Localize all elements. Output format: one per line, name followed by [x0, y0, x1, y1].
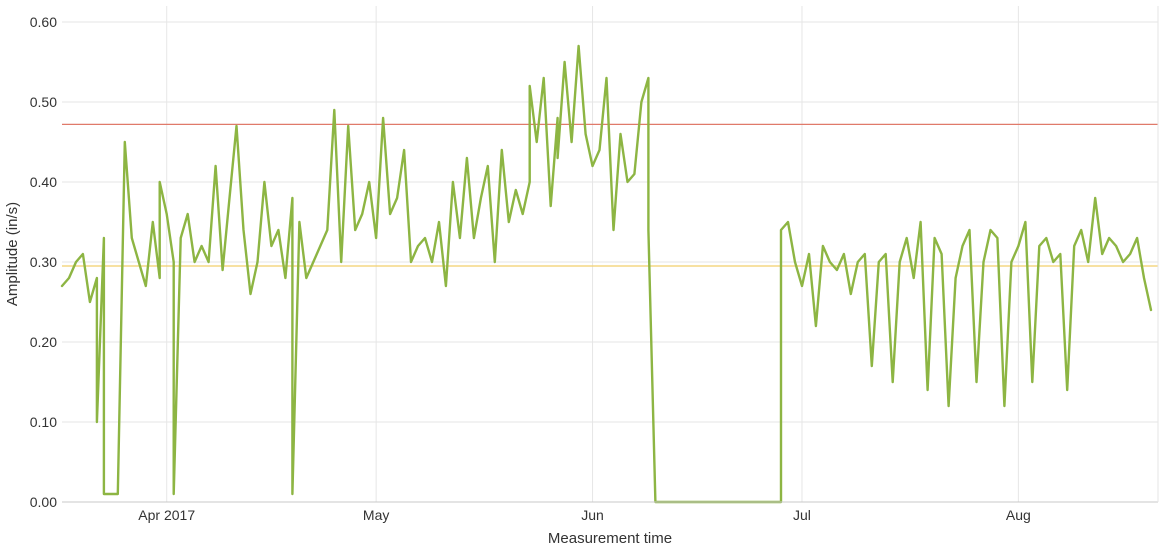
- x-tick-labels: Apr 2017 May Jun Jul Aug: [138, 507, 1031, 523]
- threshold-lines: [62, 123, 1158, 267]
- x-axis-title: Measurement time: [548, 530, 672, 547]
- x-tick-label: May: [363, 507, 389, 523]
- x-gridlines: [166, 6, 1019, 502]
- y-axis-title: Amplitude (in/s): [4, 202, 21, 306]
- y-tick-label: 0.60: [30, 14, 57, 30]
- y-tick-label: 0.30: [30, 254, 57, 270]
- y-tick-label: 0.20: [30, 334, 57, 350]
- y-tick-label: 0.10: [30, 414, 57, 430]
- x-tick-label: Jun: [581, 507, 604, 523]
- x-tick-label: Aug: [1006, 507, 1031, 523]
- y-tick-label: 0.40: [30, 174, 57, 190]
- y-tick-labels: 0.00 0.10 0.20 0.30 0.40 0.50 0.60: [30, 14, 57, 510]
- series-layer: [60, 44, 1153, 504]
- series-line: [60, 44, 1153, 504]
- x-tick-label: Apr 2017: [138, 507, 195, 523]
- x-tick-label: Jul: [793, 507, 811, 523]
- y-tick-label: 0.00: [30, 494, 57, 510]
- y-tick-label: 0.50: [30, 94, 57, 110]
- y-gridlines: [62, 21, 1158, 423]
